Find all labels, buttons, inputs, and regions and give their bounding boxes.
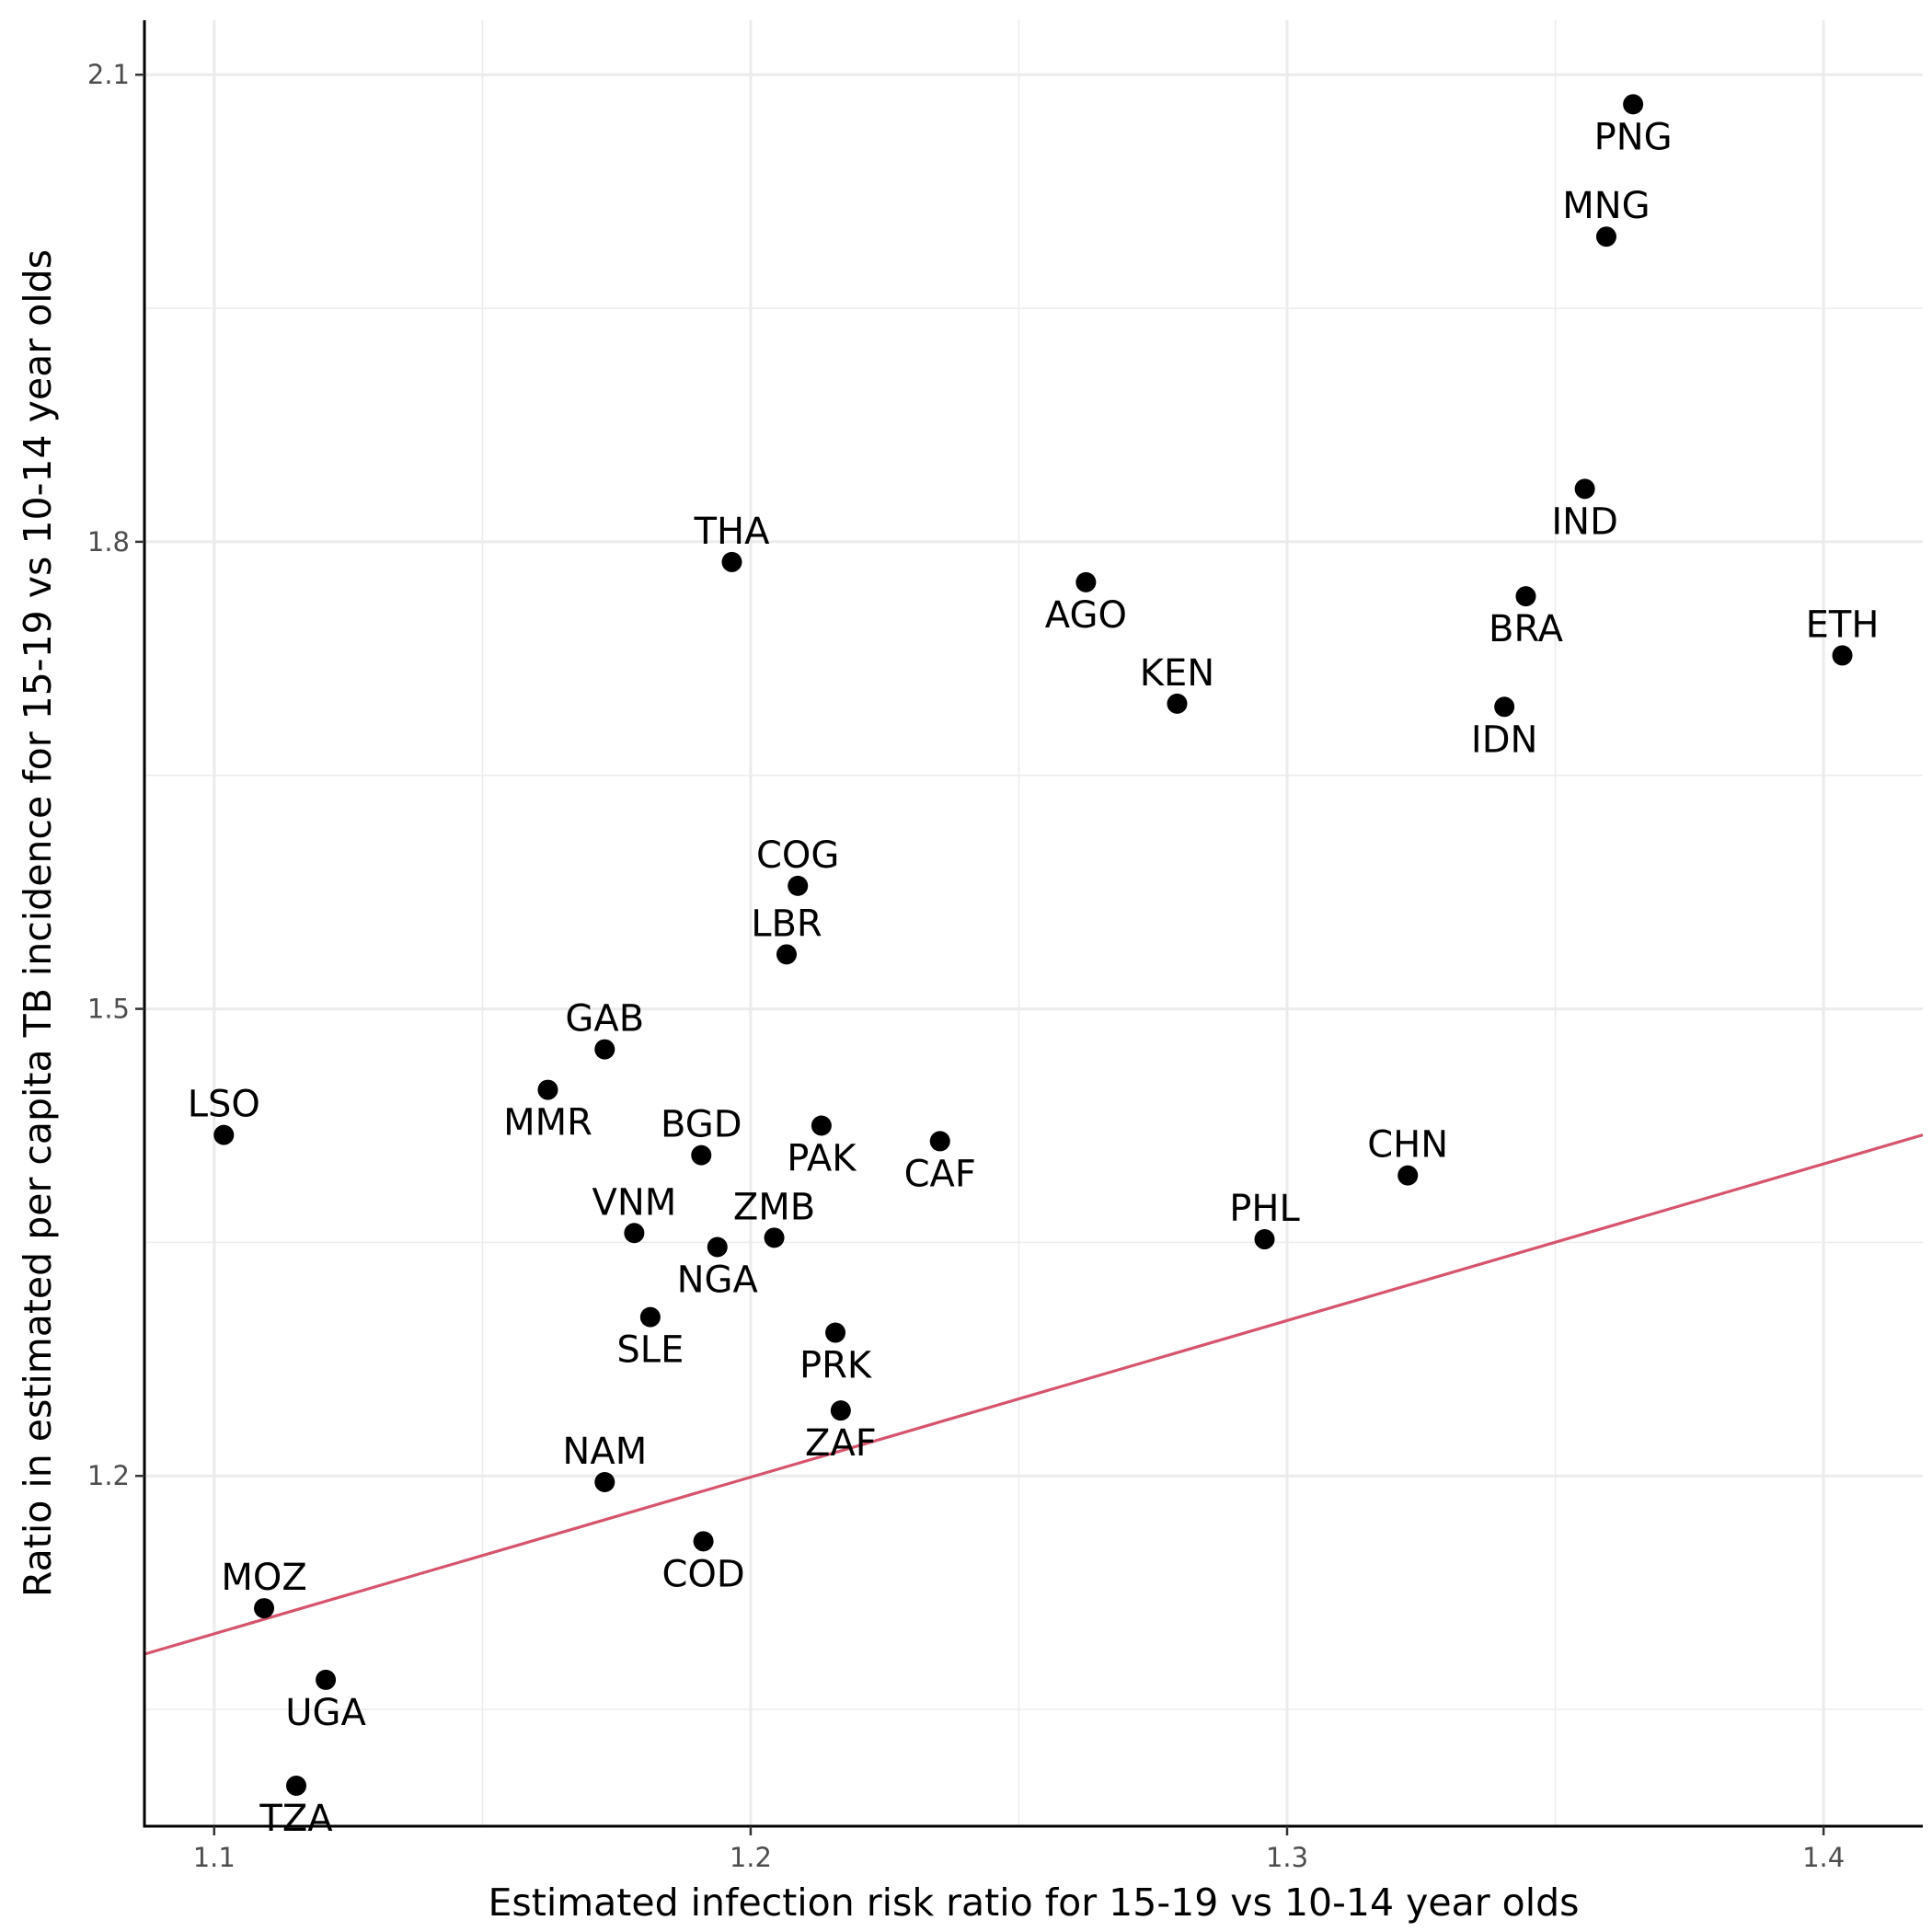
axes <box>135 20 1923 1835</box>
data-point-lbr <box>776 944 797 965</box>
point-label-cog: COG <box>756 834 839 877</box>
data-point-caf <box>929 1131 950 1152</box>
point-label-mmr: MMR <box>503 1102 592 1144</box>
point-label-mng: MNG <box>1562 185 1650 227</box>
point-label-ago: AGO <box>1045 594 1127 637</box>
point-label-ken: KEN <box>1140 652 1214 695</box>
point-label-tha: THA <box>694 511 771 553</box>
point-label-uga: UGA <box>285 1692 366 1734</box>
point-label-bra: BRA <box>1489 608 1564 650</box>
data-point-bgd <box>691 1144 712 1166</box>
data-point-tza <box>286 1776 307 1797</box>
data-points <box>213 94 1853 1797</box>
point-label-lbr: LBR <box>751 903 822 945</box>
x-tick-label: 1.1 <box>193 1842 236 1873</box>
point-label-prk: PRK <box>799 1345 873 1387</box>
point-label-zaf: ZAF <box>805 1422 877 1465</box>
point-label-tza: TZA <box>259 1798 333 1840</box>
data-point-nam <box>594 1472 615 1493</box>
point-label-ind: IND <box>1551 500 1618 543</box>
y-tick-label: 2.1 <box>87 59 130 90</box>
point-label-phl: PHL <box>1229 1188 1300 1230</box>
data-point-lso <box>213 1124 235 1145</box>
point-label-nam: NAM <box>562 1431 647 1473</box>
point-label-zmb: ZMB <box>733 1186 815 1228</box>
data-point-bra <box>1515 586 1536 607</box>
point-label-gab: GAB <box>565 998 644 1041</box>
data-point-png <box>1623 94 1644 115</box>
data-point-moz <box>254 1598 275 1619</box>
data-point-vnm <box>624 1223 645 1244</box>
point-label-idn: IDN <box>1471 719 1538 761</box>
point-labels: PNG MNG IND BRA ETH IDN THA AGO KEN COG LBR GAB MMR L… <box>188 116 1880 1840</box>
grid <box>144 20 1923 1826</box>
x-tick-label: 1.3 <box>1266 1842 1308 1873</box>
point-label-cod: COD <box>661 1553 744 1595</box>
data-point-cod <box>693 1531 714 1552</box>
data-point-pak <box>811 1115 832 1136</box>
data-point-zaf <box>830 1400 851 1421</box>
point-label-bgd: BGD <box>661 1104 742 1146</box>
trend-line-group <box>144 1133 1924 1656</box>
data-point-zmb <box>764 1227 785 1248</box>
data-point-prk <box>825 1322 846 1343</box>
data-point-tha <box>721 551 742 572</box>
data-point-cog <box>788 875 809 896</box>
y-tick-label: 1.2 <box>87 1460 130 1491</box>
point-label-eth: ETH <box>1806 604 1880 646</box>
tick-labels: 1.1 1.2 1.3 1.4 1.2 1.5 1.8 2.1 <box>87 59 1845 1873</box>
trend-line <box>144 1133 1924 1656</box>
point-label-png: PNG <box>1594 116 1673 158</box>
data-point-uga <box>316 1669 337 1690</box>
point-label-chn: CHN <box>1367 1124 1448 1167</box>
y-tick-label: 1.8 <box>87 526 130 558</box>
y-axis-title: Ratio in estimated per capita TB inciden… <box>16 249 60 1597</box>
y-tick-label: 1.5 <box>87 994 130 1025</box>
data-point-ken <box>1167 693 1188 714</box>
point-label-caf: CAF <box>904 1153 976 1195</box>
point-label-moz: MOZ <box>221 1557 306 1599</box>
data-point-ago <box>1075 571 1097 592</box>
data-point-eth <box>1832 645 1853 666</box>
data-point-chn <box>1397 1165 1419 1186</box>
data-point-mng <box>1595 226 1616 247</box>
data-point-gab <box>594 1039 615 1060</box>
data-point-idn <box>1494 696 1515 718</box>
point-label-nga: NGA <box>677 1259 759 1301</box>
x-tick-label: 1.2 <box>730 1842 772 1873</box>
point-label-sle: SLE <box>616 1329 684 1372</box>
data-point-mmr <box>537 1079 558 1100</box>
data-point-sle <box>639 1306 661 1328</box>
data-point-phl <box>1254 1229 1275 1250</box>
x-tick-label: 1.4 <box>1802 1842 1845 1873</box>
point-label-lso: LSO <box>188 1084 260 1126</box>
data-point-ind <box>1574 478 1595 500</box>
data-point-nga <box>707 1236 728 1258</box>
point-label-vnm: VNM <box>592 1181 676 1224</box>
x-axis-title: Estimated infection risk ratio for 15-19… <box>488 1880 1579 1925</box>
point-label-pak: PAK <box>787 1137 857 1179</box>
